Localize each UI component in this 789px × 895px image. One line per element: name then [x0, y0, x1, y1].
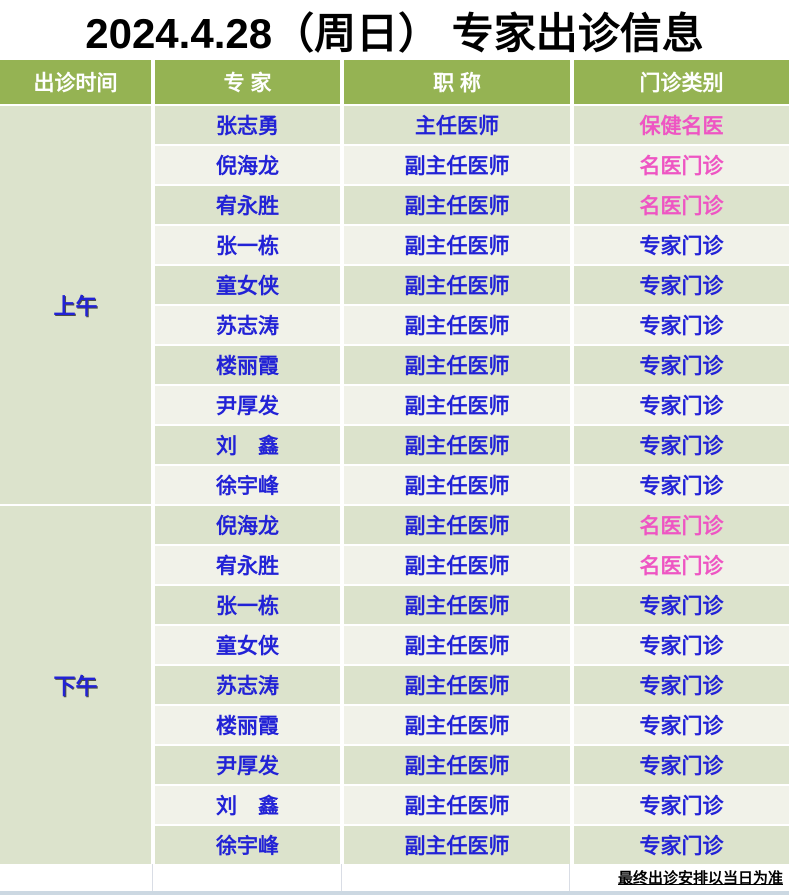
job-title-cell: 主任医师 [344, 106, 570, 144]
category-cell: 专家门诊 [574, 706, 789, 744]
expert-name-cell: 楼丽霞 [155, 706, 340, 744]
category-cell: 专家门诊 [574, 826, 789, 864]
job-title-cell: 副主任医师 [344, 666, 570, 704]
category-cell: 专家门诊 [574, 306, 789, 344]
job-title-cell: 副主任医师 [344, 186, 570, 224]
category-cell: 专家门诊 [574, 346, 789, 384]
time-cell-morning: 上午 [0, 106, 151, 504]
expert-name-cell: 徐宇峰 [155, 826, 340, 864]
column-header-job-title: 职 称 [344, 60, 570, 104]
category-cell: 保健名医 [574, 106, 789, 144]
expert-name-cell: 楼丽霞 [155, 346, 340, 384]
expert-name-cell: 苏志涛 [155, 666, 340, 704]
expert-name-cell: 苏志涛 [155, 306, 340, 344]
column-header-category: 门诊类别 [574, 60, 789, 104]
expert-name-cell: 尹厚发 [155, 386, 340, 424]
column-header-time: 出诊时间 [0, 60, 151, 104]
category-cell: 名医门诊 [574, 546, 789, 584]
bottom-edge-strip [0, 891, 789, 895]
category-cell: 专家门诊 [574, 266, 789, 304]
category-cell: 专家门诊 [574, 466, 789, 504]
job-title-cell: 副主任医师 [344, 226, 570, 264]
job-title-cell: 副主任医师 [344, 546, 570, 584]
page-title: 2024.4.28（周日） 专家出诊信息 [85, 9, 704, 57]
schedule-table: 出诊时间 专 家 职 称 门诊类别 上午 张志勇 主任医师 保健名医 倪海龙 副… [0, 60, 789, 864]
category-cell: 专家门诊 [574, 586, 789, 624]
category-cell: 名医门诊 [574, 186, 789, 224]
category-cell: 专家门诊 [574, 746, 789, 784]
footer-note: 最终出诊安排以当日为准 [617, 870, 783, 887]
job-title-cell: 副主任医师 [344, 586, 570, 624]
category-cell: 专家门诊 [574, 666, 789, 704]
expert-name-cell: 张志勇 [155, 106, 340, 144]
expert-name-cell: 刘 鑫 [155, 426, 340, 464]
job-title-cell: 副主任医师 [344, 306, 570, 344]
category-cell: 专家门诊 [574, 626, 789, 664]
expert-name-cell: 徐宇峰 [155, 466, 340, 504]
expert-name-cell: 张一栋 [155, 586, 340, 624]
expert-name-cell: 童女侠 [155, 626, 340, 664]
expert-name-cell: 倪海龙 [155, 146, 340, 184]
job-title-cell: 副主任医师 [344, 826, 570, 864]
job-title-cell: 副主任医师 [344, 386, 570, 424]
expert-name-cell: 张一栋 [155, 226, 340, 264]
footer-column-separator [341, 864, 342, 891]
category-cell: 专家门诊 [574, 226, 789, 264]
category-cell: 名医门诊 [574, 506, 789, 544]
category-cell: 名医门诊 [574, 146, 789, 184]
expert-name-cell: 童女侠 [155, 266, 340, 304]
job-title-cell: 副主任医师 [344, 146, 570, 184]
job-title-cell: 副主任医师 [344, 346, 570, 384]
table-footer: 最终出诊安排以当日为准 [0, 864, 789, 891]
expert-name-cell: 刘 鑫 [155, 786, 340, 824]
footer-column-separator [569, 864, 570, 891]
job-title-cell: 副主任医师 [344, 426, 570, 464]
job-title-cell: 副主任医师 [344, 706, 570, 744]
job-title-cell: 副主任医师 [344, 266, 570, 304]
job-title-cell: 副主任医师 [344, 626, 570, 664]
footer-column-separator [152, 864, 153, 891]
expert-name-cell: 倪海龙 [155, 506, 340, 544]
category-cell: 专家门诊 [574, 786, 789, 824]
expert-name-cell: 宥永胜 [155, 546, 340, 584]
category-cell: 专家门诊 [574, 426, 789, 464]
time-cell-afternoon: 下午 [0, 506, 151, 864]
column-header-expert: 专 家 [155, 60, 340, 104]
expert-name-cell: 尹厚发 [155, 746, 340, 784]
job-title-cell: 副主任医师 [344, 746, 570, 784]
expert-name-cell: 宥永胜 [155, 186, 340, 224]
job-title-cell: 副主任医师 [344, 786, 570, 824]
category-cell: 专家门诊 [574, 386, 789, 424]
job-title-cell: 副主任医师 [344, 506, 570, 544]
job-title-cell: 副主任医师 [344, 466, 570, 504]
